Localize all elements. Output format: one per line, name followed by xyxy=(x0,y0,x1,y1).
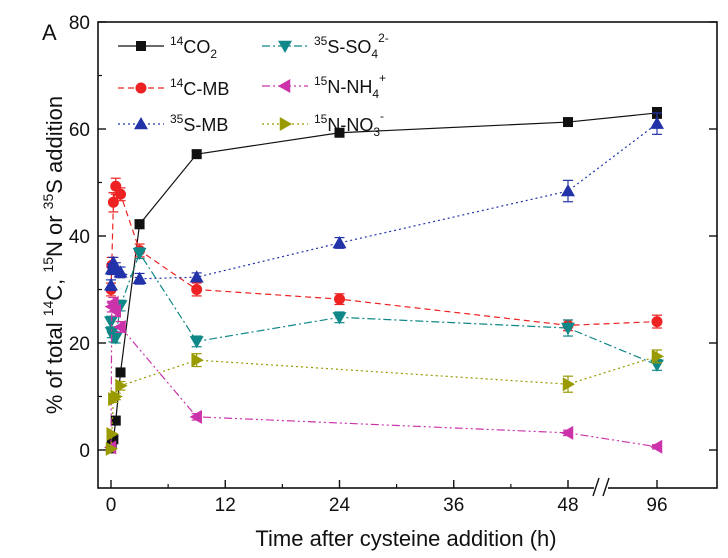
series-15N-NH4+ xyxy=(104,295,663,455)
data-point xyxy=(108,434,119,445)
data-point xyxy=(561,184,575,197)
legend-entry: 15N-NO3- xyxy=(262,109,384,139)
data-point xyxy=(108,303,122,318)
series-line xyxy=(110,355,658,449)
series-14C-MB xyxy=(105,177,663,332)
x-tick-label: 24 xyxy=(329,495,351,516)
data-point xyxy=(334,127,345,138)
legend-label: 35S-SO42- xyxy=(314,31,389,61)
y-tick-label: 0 xyxy=(79,441,90,462)
data-point xyxy=(132,247,147,261)
data-point xyxy=(108,332,123,345)
data-point xyxy=(650,116,664,129)
data-point xyxy=(115,367,126,378)
legend-entry: 35S-MB xyxy=(118,112,228,135)
x-axis-title: Time after cysteine addition (h) xyxy=(255,526,556,551)
data-point xyxy=(110,180,122,192)
data-point xyxy=(115,378,128,393)
data-point xyxy=(136,41,146,51)
data-point xyxy=(189,409,202,424)
data-point xyxy=(134,117,148,130)
data-point xyxy=(191,284,203,295)
series-14CO2 xyxy=(106,106,662,454)
data-point xyxy=(134,219,145,230)
legend-label: 15N-NO3- xyxy=(314,109,384,139)
data-point xyxy=(104,278,118,291)
legend-label: 35S-MB xyxy=(170,112,228,135)
x-tick-label: 96 xyxy=(646,495,667,516)
data-point xyxy=(113,265,128,278)
x-tick-label: 36 xyxy=(443,495,464,516)
series-35S-SO42- xyxy=(104,247,664,372)
series-35S-MB xyxy=(104,112,664,292)
data-point xyxy=(105,441,118,456)
data-point xyxy=(110,389,123,404)
legend-label: 15N-NH4+ xyxy=(314,71,386,101)
y-tick-label: 20 xyxy=(69,334,90,355)
y-axis-title: % of total 14C, 15N or 35S addition xyxy=(40,96,67,414)
data-point xyxy=(106,426,119,441)
data-point xyxy=(189,270,204,283)
data-point xyxy=(104,316,118,329)
series-line xyxy=(110,184,658,326)
data-point xyxy=(191,353,204,368)
axis-break-mark xyxy=(602,477,610,497)
y-tick-label: 80 xyxy=(69,13,90,34)
data-point xyxy=(561,425,574,440)
axis-break-mark xyxy=(592,477,600,497)
data-point xyxy=(115,188,127,200)
data-point xyxy=(332,235,347,249)
plot-frame xyxy=(97,21,718,489)
data-point xyxy=(279,117,292,131)
data-point xyxy=(332,312,347,325)
data-point xyxy=(278,79,291,93)
legend-entry: 15N-NH4+ xyxy=(262,71,386,101)
data-point xyxy=(110,415,121,426)
legend-entry: 14CO2 xyxy=(118,34,217,61)
data-point xyxy=(562,377,575,392)
panel-label: A xyxy=(42,20,57,45)
data-point xyxy=(107,196,119,208)
data-point xyxy=(113,319,126,334)
x-tick-label: 0 xyxy=(106,495,117,516)
x-tick-label: 48 xyxy=(557,495,578,516)
data-point xyxy=(278,40,292,53)
data-point xyxy=(650,439,663,454)
y-tick-label: 60 xyxy=(69,120,90,141)
data-point xyxy=(132,271,147,285)
data-point xyxy=(334,293,345,305)
series-line xyxy=(110,123,658,286)
y-tick-label: 40 xyxy=(69,227,90,248)
x-tick-label: 12 xyxy=(215,495,236,516)
series-15N-NO3- xyxy=(105,349,664,456)
data-point xyxy=(189,336,204,349)
legend-entry: 35S-SO42- xyxy=(262,31,389,61)
data-point xyxy=(563,117,573,128)
data-point xyxy=(651,316,663,328)
legend-label: 14CO2 xyxy=(170,34,217,61)
legend-label: 14C-MB xyxy=(170,76,229,99)
data-point xyxy=(561,322,575,336)
data-point xyxy=(651,349,664,364)
legend-entry: 14C-MB xyxy=(118,76,229,99)
data-point xyxy=(191,149,202,160)
series-line xyxy=(110,251,658,366)
data-point xyxy=(135,82,147,94)
